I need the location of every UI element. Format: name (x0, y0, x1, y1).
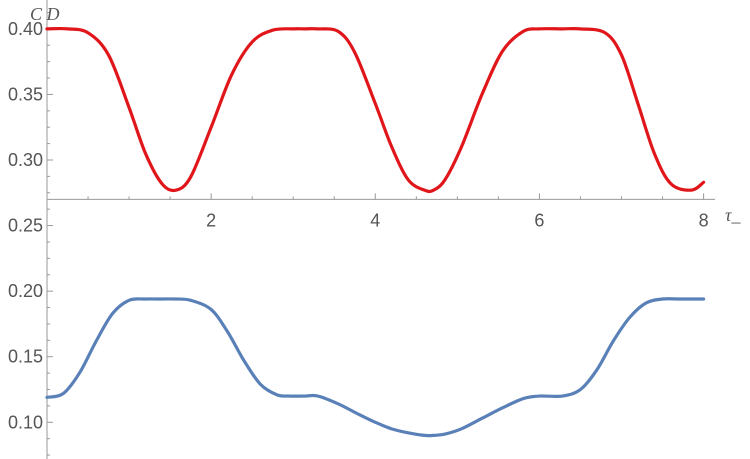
series-group (45, 26, 706, 438)
x-tick-label: 6 (534, 210, 544, 230)
x-tick-label: 2 (206, 210, 216, 230)
x-tick-label: 8 (699, 210, 709, 230)
series-line-red (45, 26, 706, 194)
y-tick-label: 0.40 (8, 19, 43, 39)
x-axis: 2 4 6 8 (47, 193, 715, 230)
y-tick-label: 0.30 (8, 150, 43, 170)
y-tick-label: 0.35 (8, 84, 43, 104)
y-tick-label: 0.10 (8, 412, 43, 432)
y-axis: 0.10 0.15 0.20 0.25 0.30 0.35 0.40 (8, 0, 53, 459)
x-axis-title: τ_ (725, 205, 741, 225)
y-tick-label: 0.20 (8, 281, 43, 301)
y-axis-title: C D (30, 4, 60, 24)
y-tick-label: 0.25 (8, 216, 43, 236)
y-tick-label: 0.15 (8, 347, 43, 367)
x-tick-label: 4 (370, 210, 380, 230)
series-line-blue (45, 297, 706, 438)
